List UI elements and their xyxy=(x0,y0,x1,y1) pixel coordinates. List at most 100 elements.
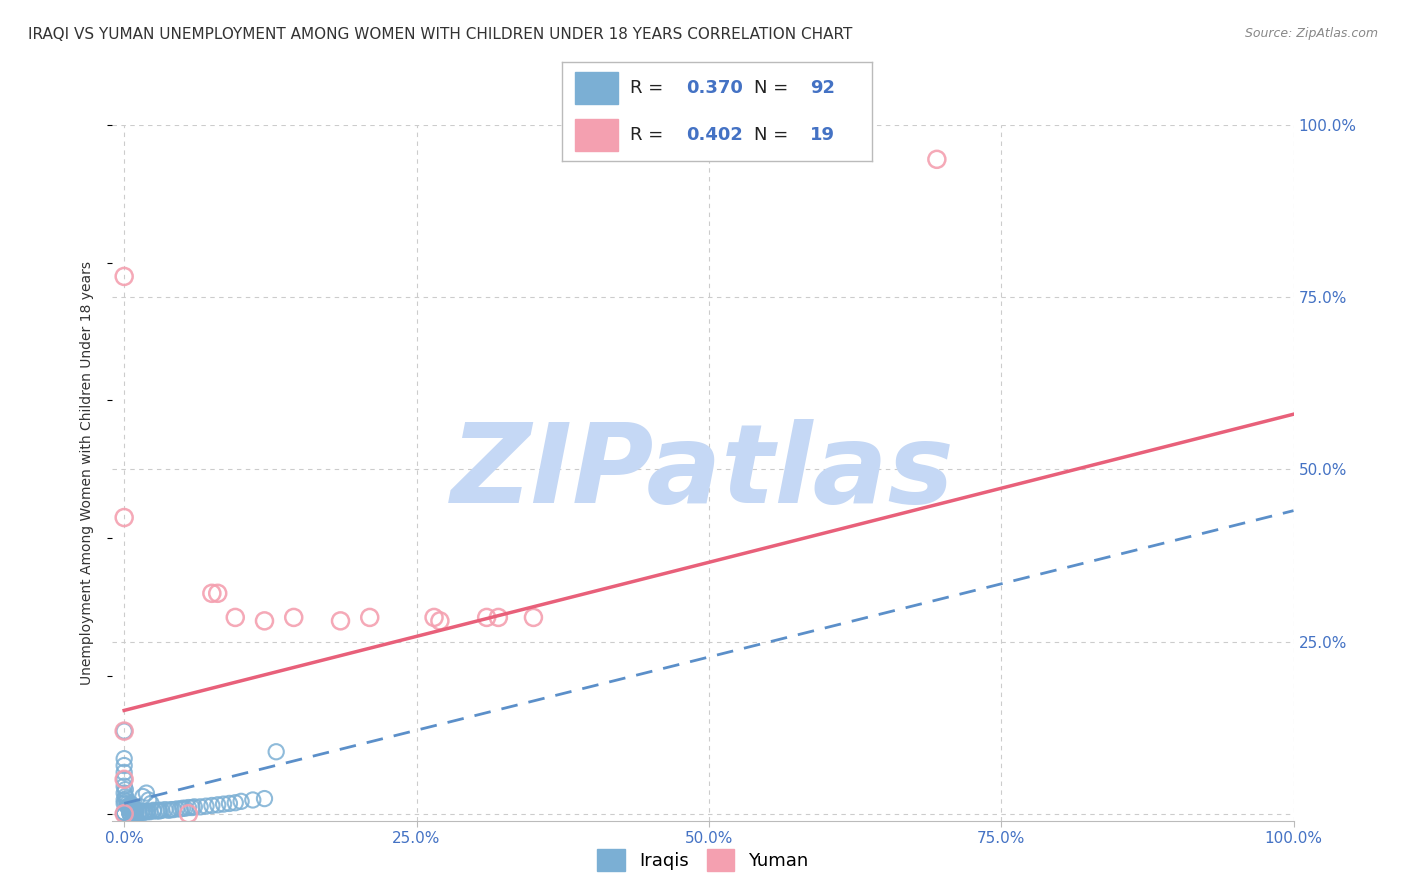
Point xyxy=(118,801,141,815)
Point xyxy=(207,586,229,600)
Point xyxy=(125,806,148,821)
Point xyxy=(112,806,135,821)
Point xyxy=(146,804,169,818)
Point xyxy=(177,800,200,814)
Point xyxy=(112,806,135,821)
Point xyxy=(224,796,246,810)
Point xyxy=(131,805,153,819)
Point xyxy=(112,806,135,821)
Text: 0.402: 0.402 xyxy=(686,126,742,144)
Point xyxy=(139,797,162,811)
Point xyxy=(253,791,276,805)
Point xyxy=(136,804,159,818)
Point xyxy=(131,805,153,820)
Text: 92: 92 xyxy=(810,79,835,97)
Point xyxy=(112,751,135,765)
Point xyxy=(112,510,135,524)
Point xyxy=(112,806,135,821)
Point xyxy=(177,806,200,821)
Text: ZIPatlas: ZIPatlas xyxy=(451,419,955,526)
Point xyxy=(127,806,149,821)
Point xyxy=(329,614,352,628)
Point xyxy=(188,800,211,814)
Point xyxy=(118,798,141,813)
Legend: Iraqis, Yuman: Iraqis, Yuman xyxy=(591,842,815,879)
Point xyxy=(118,805,141,820)
Point xyxy=(150,803,173,817)
Point xyxy=(112,805,135,820)
Point xyxy=(112,793,135,807)
Point xyxy=(112,806,135,821)
Point xyxy=(114,789,136,804)
Text: N =: N = xyxy=(754,79,794,97)
Point xyxy=(136,805,159,819)
Text: 0.370: 0.370 xyxy=(686,79,742,97)
Point xyxy=(128,805,150,820)
Point xyxy=(264,745,287,759)
Point xyxy=(522,610,544,624)
Point xyxy=(112,805,135,820)
Point xyxy=(112,806,135,821)
Bar xyxy=(575,72,619,103)
Point xyxy=(132,805,155,820)
Point xyxy=(112,806,135,821)
Point xyxy=(183,800,205,814)
Point xyxy=(115,794,138,808)
Point xyxy=(283,610,305,624)
Point xyxy=(429,614,451,628)
Point xyxy=(224,610,246,624)
Point xyxy=(112,806,135,821)
Point xyxy=(172,801,194,815)
Point xyxy=(160,803,183,817)
Point xyxy=(201,586,224,600)
Point xyxy=(112,806,135,821)
Point xyxy=(112,797,135,811)
Text: IRAQI VS YUMAN UNEMPLOYMENT AMONG WOMEN WITH CHILDREN UNDER 18 YEARS CORRELATION: IRAQI VS YUMAN UNEMPLOYMENT AMONG WOMEN … xyxy=(28,27,852,42)
Point xyxy=(138,793,160,807)
Text: R =: R = xyxy=(630,126,669,144)
Point xyxy=(118,803,141,817)
Point xyxy=(925,153,948,167)
Point xyxy=(423,610,446,624)
Point xyxy=(125,805,148,820)
Point xyxy=(112,806,135,821)
Point xyxy=(174,801,197,815)
Point xyxy=(162,803,184,817)
Point xyxy=(201,798,224,813)
Point xyxy=(112,765,135,780)
Point xyxy=(115,791,138,805)
Point xyxy=(117,797,139,811)
Point xyxy=(195,799,218,814)
Point xyxy=(153,803,176,817)
Point xyxy=(112,758,135,772)
Point xyxy=(118,806,141,821)
Point xyxy=(157,803,180,817)
Point xyxy=(132,789,155,804)
Point xyxy=(181,800,204,814)
Point xyxy=(112,772,135,787)
Point xyxy=(122,806,145,821)
Point xyxy=(112,724,135,739)
Point xyxy=(118,806,141,821)
Point xyxy=(166,802,188,816)
Point xyxy=(112,806,135,821)
Point xyxy=(121,799,143,814)
Point xyxy=(122,805,145,820)
Text: N =: N = xyxy=(754,126,794,144)
Point xyxy=(121,806,143,821)
Point xyxy=(112,269,135,284)
Point xyxy=(218,797,240,811)
Point xyxy=(121,805,143,820)
Bar xyxy=(575,120,619,151)
Point xyxy=(142,803,165,817)
Text: Source: ZipAtlas.com: Source: ZipAtlas.com xyxy=(1244,27,1378,40)
Point xyxy=(112,772,135,787)
Point xyxy=(486,610,509,624)
Point xyxy=(118,806,141,821)
Point xyxy=(242,793,264,807)
Text: 19: 19 xyxy=(810,126,835,144)
Point xyxy=(112,806,135,821)
Point xyxy=(359,610,381,624)
Point xyxy=(207,797,229,812)
Point xyxy=(135,786,157,800)
